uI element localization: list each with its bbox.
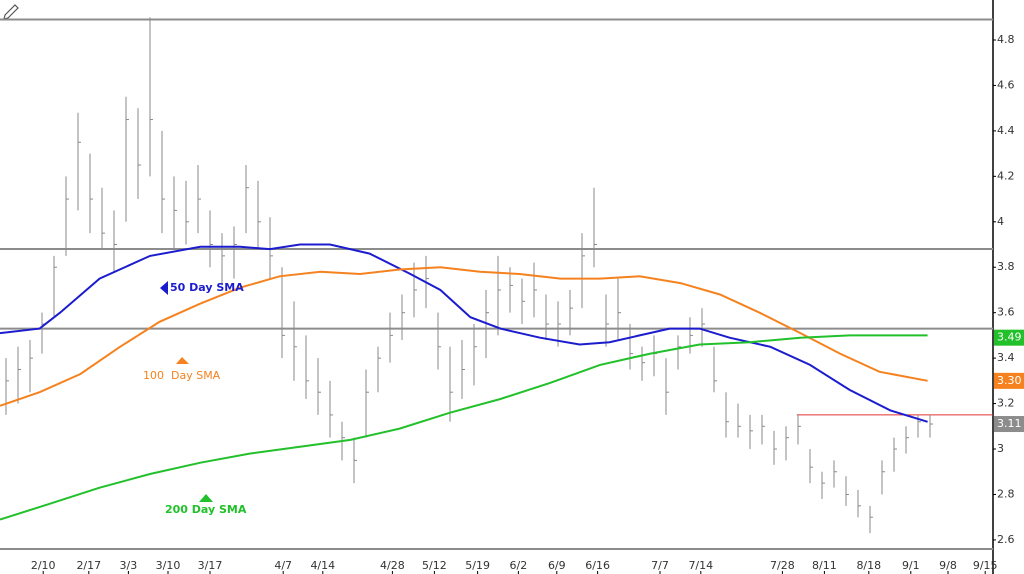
y-tick-label: 4.6 — [997, 78, 1015, 91]
y-tick-label: 2.6 — [997, 533, 1015, 546]
x-tick-label: 3/17 — [198, 559, 223, 572]
x-tick-label: 7/14 — [688, 559, 713, 572]
last-value-box — [994, 329, 1024, 346]
last-value-label: 3.11 — [997, 417, 1022, 430]
pencil-icon — [3, 4, 19, 20]
y-tick-label: 3.4 — [997, 351, 1015, 364]
x-tick-label: 5/12 — [422, 559, 447, 572]
x-tick-label: 2/17 — [76, 559, 101, 572]
sma-line — [0, 334, 928, 521]
x-tick-label: 8/18 — [856, 559, 881, 572]
last-value-box — [994, 416, 1024, 433]
sma-line — [0, 243, 928, 423]
x-tick-label: 7/28 — [770, 559, 795, 572]
sma-line — [0, 266, 928, 407]
x-tick-label: 7/7 — [651, 559, 669, 572]
sma-marker — [199, 494, 213, 502]
x-tick-label: 6/9 — [548, 559, 566, 572]
y-tick-label: 4.2 — [997, 169, 1015, 182]
x-tick-label: 2/10 — [31, 559, 56, 572]
y-tick-label: 3.2 — [997, 397, 1015, 410]
y-tick-label: 2.8 — [997, 487, 1015, 500]
y-tick-label: 4 — [997, 215, 1004, 228]
x-tick-label: 9/15 — [973, 559, 998, 572]
x-tick-label: 4/28 — [380, 559, 405, 572]
sma-label: 50 Day SMA — [170, 281, 244, 294]
x-tick-label: 6/16 — [585, 559, 610, 572]
sma-label: 200 Day SMA — [165, 503, 247, 516]
sma-marker — [176, 357, 189, 364]
x-tick-label: 4/7 — [274, 559, 292, 572]
x-tick-label: 3/10 — [156, 559, 181, 572]
x-tick-label: 5/19 — [465, 559, 490, 572]
last-value-label: 3.30 — [997, 374, 1022, 387]
x-tick-label: 9/1 — [902, 559, 920, 572]
x-tick-label: 6/2 — [510, 559, 528, 572]
y-tick-label: 3.6 — [997, 306, 1015, 319]
x-tick-label: 4/14 — [310, 559, 335, 572]
y-tick-label: 3 — [997, 442, 1004, 455]
sma-label: 100 Day SMA — [143, 369, 221, 382]
y-tick-label: 3.8 — [997, 260, 1015, 273]
x-tick-label: 9/8 — [939, 559, 957, 572]
x-tick-label: 8/11 — [812, 559, 837, 572]
last-value-box — [994, 372, 1024, 389]
x-tick-label: 3/3 — [120, 559, 138, 572]
y-tick-label: 4.4 — [997, 124, 1015, 137]
y-tick-label: 4.8 — [997, 33, 1015, 46]
sma-marker — [160, 281, 168, 295]
last-value-label: 3.49 — [997, 331, 1022, 344]
